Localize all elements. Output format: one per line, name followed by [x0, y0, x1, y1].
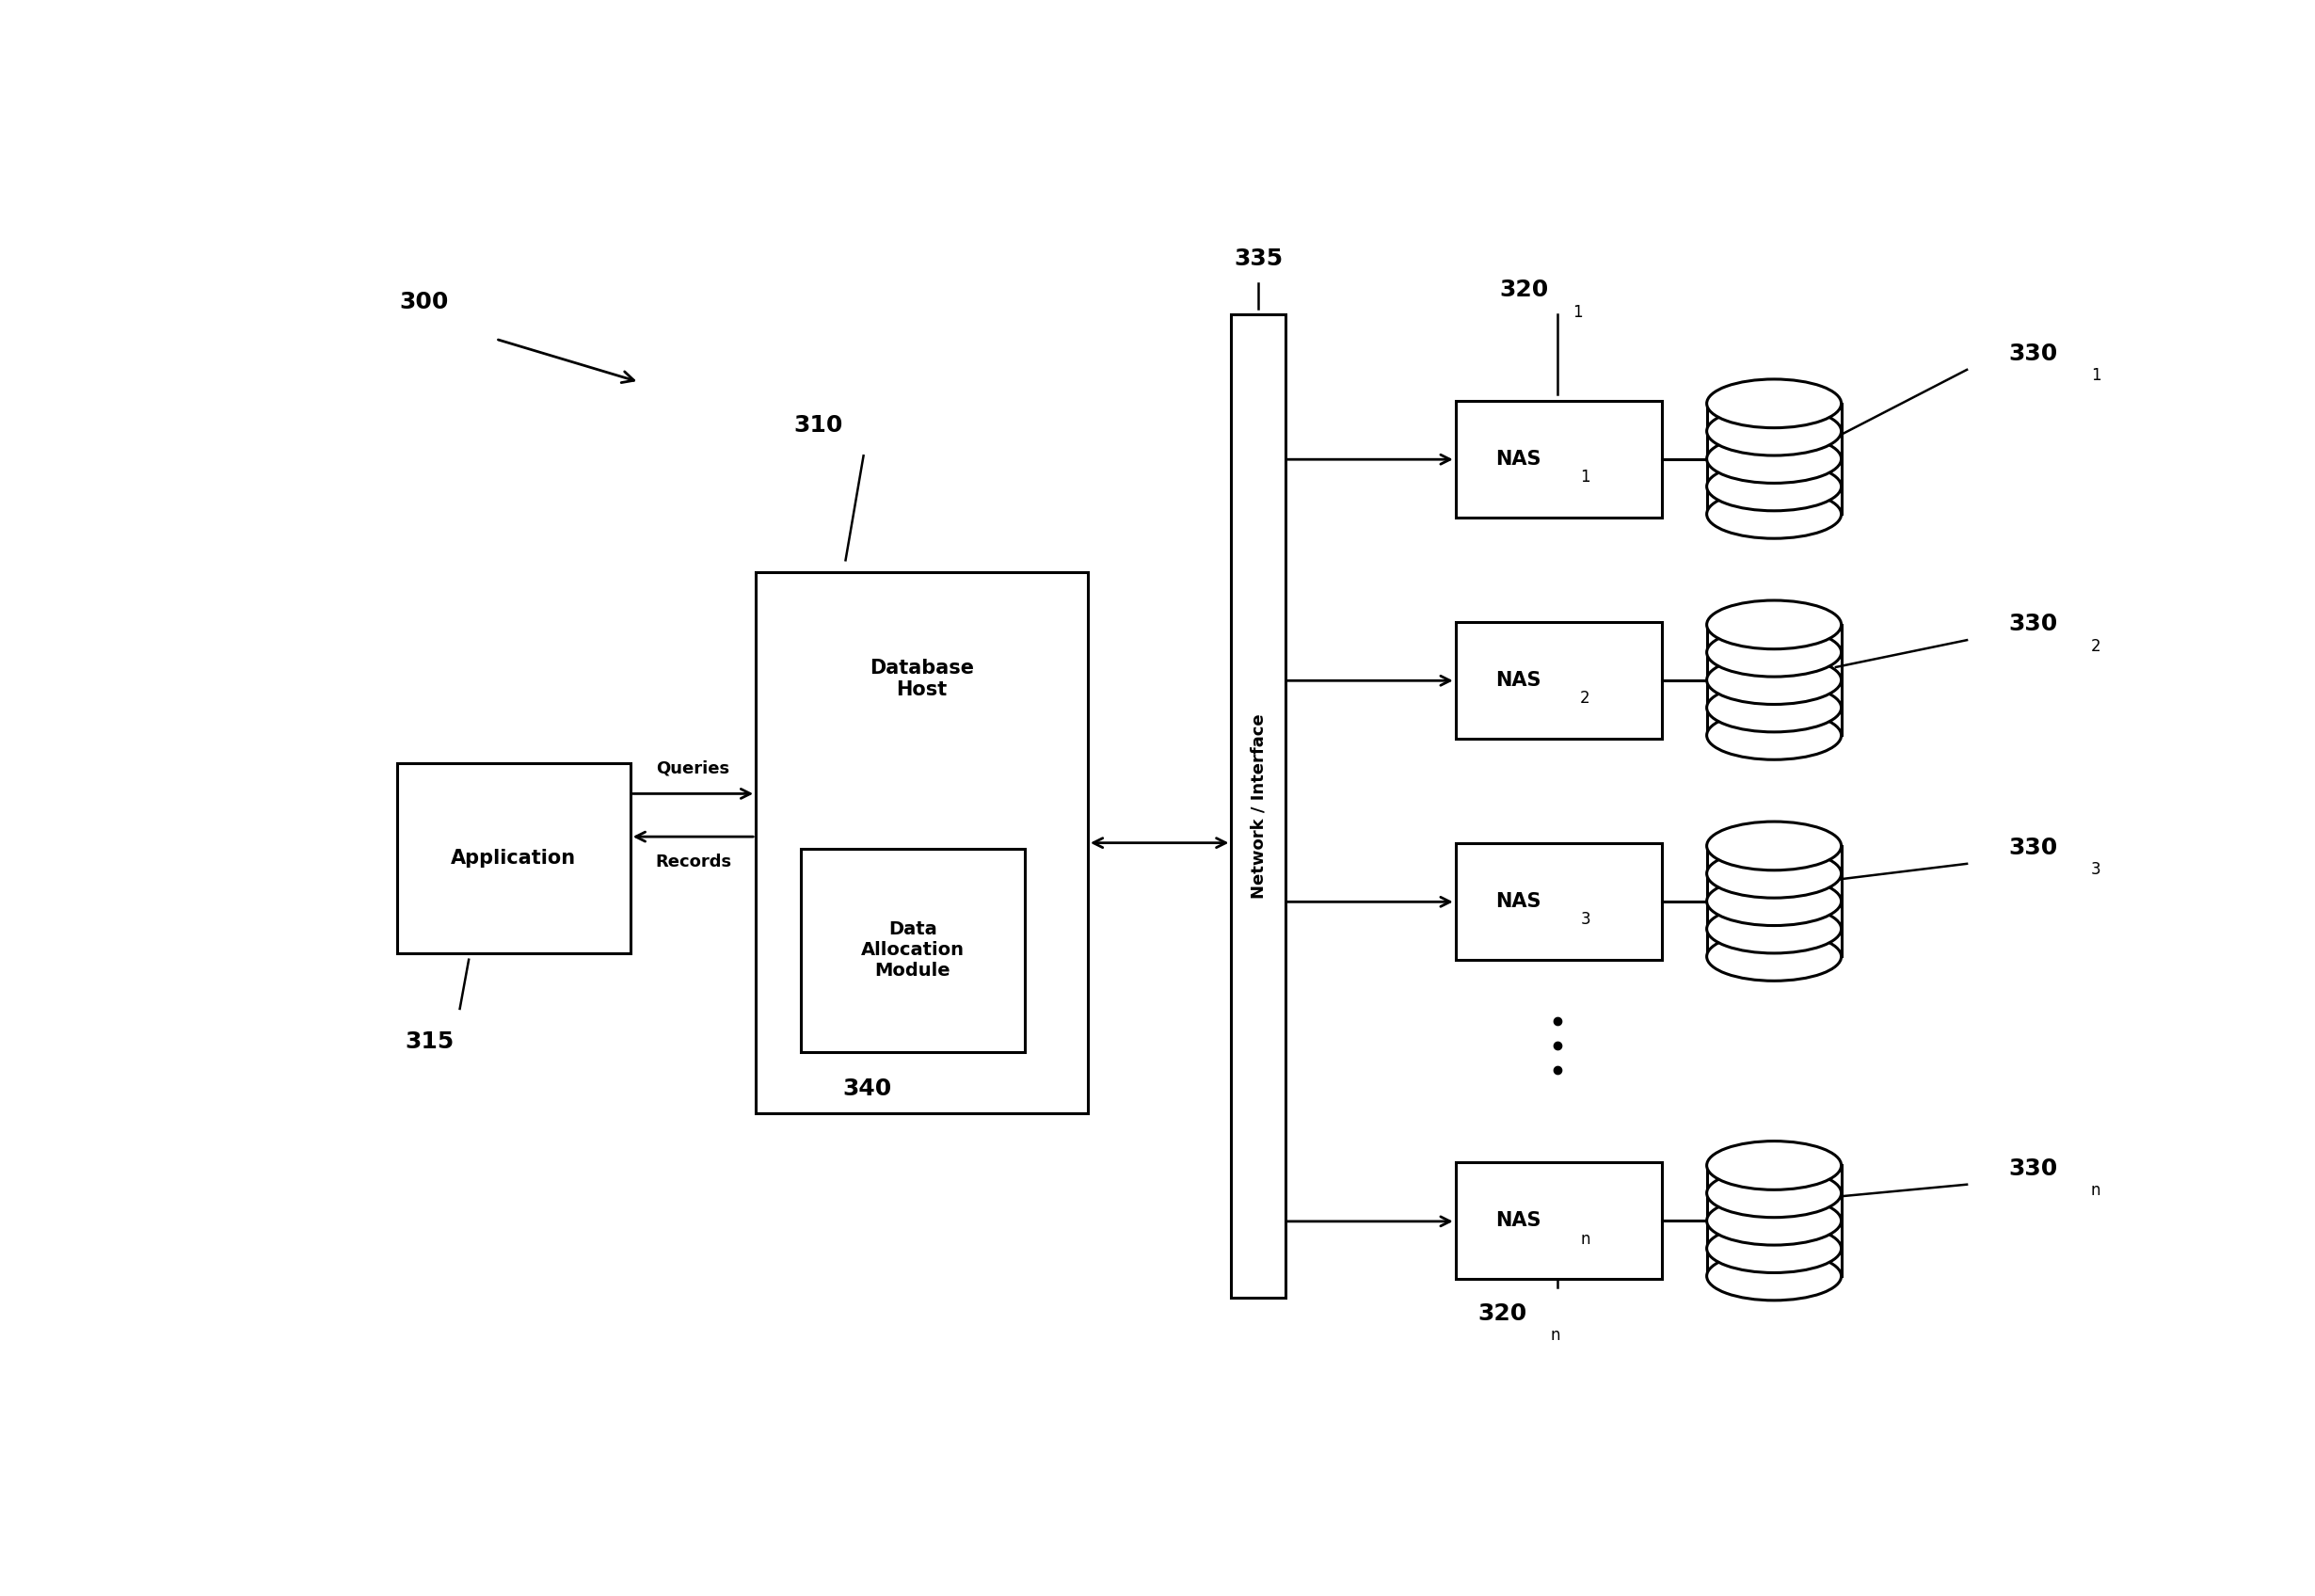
- Bar: [398, 763, 630, 953]
- Text: 300: 300: [398, 290, 449, 313]
- Text: n: n: [1551, 1328, 1560, 1344]
- Ellipse shape: [1706, 822, 1840, 870]
- Bar: [755, 573, 1088, 1114]
- Text: Network / Interface: Network / Interface: [1250, 713, 1266, 899]
- Bar: [1232, 314, 1285, 1298]
- Text: NAS: NAS: [1495, 892, 1542, 911]
- Ellipse shape: [1706, 876, 1840, 926]
- Text: 310: 310: [794, 413, 843, 436]
- Ellipse shape: [1706, 463, 1840, 511]
- Text: 330: 330: [2007, 343, 2058, 365]
- Text: 320: 320: [1500, 279, 1549, 302]
- Text: 1: 1: [2090, 367, 2100, 385]
- Text: 330: 330: [2007, 836, 2058, 859]
- Text: NAS: NAS: [1495, 1211, 1542, 1231]
- Text: n: n: [1581, 1231, 1590, 1248]
- Ellipse shape: [1706, 629, 1840, 677]
- Text: NAS: NAS: [1495, 670, 1542, 689]
- Text: 2: 2: [1581, 689, 1590, 707]
- Text: NAS: NAS: [1495, 450, 1542, 468]
- Ellipse shape: [1706, 1197, 1840, 1245]
- Text: 3: 3: [1581, 911, 1590, 929]
- Text: n: n: [2090, 1183, 2100, 1199]
- Ellipse shape: [1706, 1224, 1840, 1272]
- Bar: [1456, 621, 1662, 739]
- Ellipse shape: [1706, 434, 1840, 484]
- Text: Queries: Queries: [655, 760, 729, 777]
- Text: 1: 1: [1581, 469, 1590, 485]
- Ellipse shape: [1706, 849, 1840, 899]
- Ellipse shape: [1706, 1168, 1840, 1218]
- Ellipse shape: [1706, 710, 1840, 760]
- Text: 315: 315: [405, 1031, 454, 1053]
- Text: 1: 1: [1572, 303, 1581, 321]
- Ellipse shape: [1706, 932, 1840, 982]
- Text: Application: Application: [451, 849, 576, 868]
- Text: 320: 320: [1479, 1302, 1528, 1325]
- Ellipse shape: [1706, 683, 1840, 733]
- Ellipse shape: [1706, 1251, 1840, 1301]
- Ellipse shape: [1706, 600, 1840, 650]
- Ellipse shape: [1706, 905, 1840, 953]
- Ellipse shape: [1706, 1141, 1840, 1189]
- Text: Records: Records: [655, 854, 732, 871]
- Text: 2: 2: [2090, 638, 2100, 654]
- Bar: [801, 849, 1026, 1052]
- Text: 335: 335: [1234, 247, 1283, 270]
- Bar: [1456, 401, 1662, 517]
- Text: Database
Host: Database Host: [870, 659, 975, 699]
- Text: 330: 330: [2007, 613, 2058, 635]
- Ellipse shape: [1706, 407, 1840, 455]
- Text: 330: 330: [2007, 1157, 2058, 1179]
- Ellipse shape: [1706, 490, 1840, 538]
- Bar: [1456, 843, 1662, 959]
- Ellipse shape: [1706, 380, 1840, 428]
- Text: 3: 3: [2090, 862, 2100, 878]
- Text: Data
Allocation
Module: Data Allocation Module: [861, 921, 965, 980]
- Ellipse shape: [1706, 656, 1840, 704]
- Text: 340: 340: [843, 1077, 891, 1100]
- Bar: [1456, 1162, 1662, 1278]
